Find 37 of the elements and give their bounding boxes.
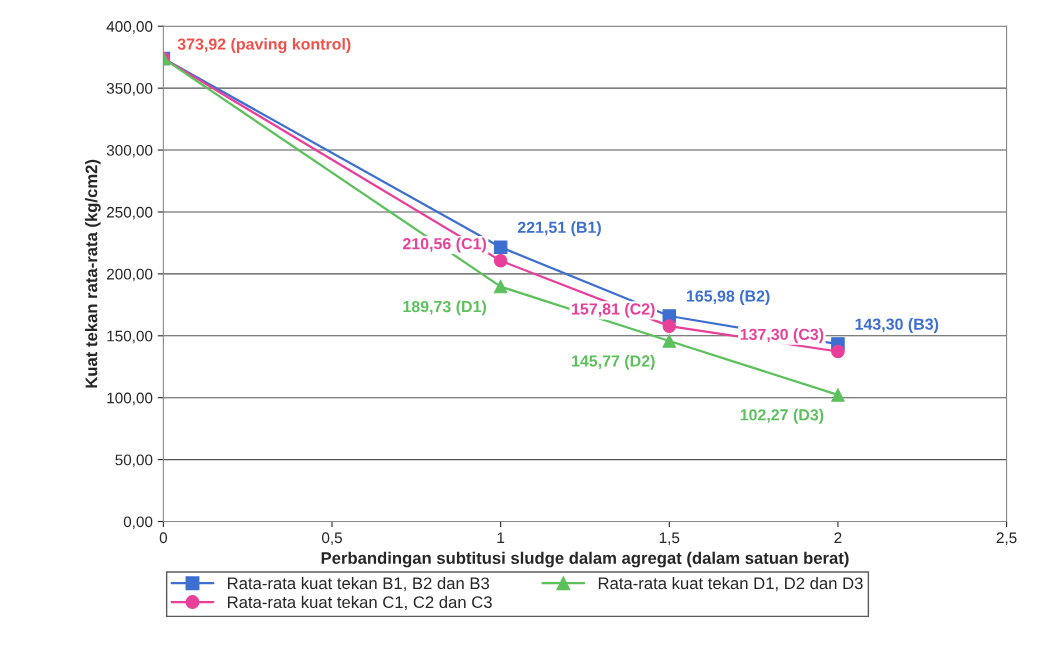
point: [662, 334, 677, 348]
y-axis-title: Kuat tekan rata-rata (kg/cm2): [85, 159, 101, 388]
y-tick-label: 250,00: [107, 206, 153, 220]
annotation: 210,56 (C1): [402, 237, 486, 253]
annotation: 373,92 (paving kontrol): [177, 38, 351, 53]
x-tick-label: 2: [834, 532, 842, 544]
annotation: 102,27 (D3): [740, 408, 824, 424]
y-tick-label: 300,00: [106, 144, 153, 158]
point: [493, 254, 508, 268]
annotation: 189,73 (D1): [403, 300, 486, 316]
x-tick-label: 0,5: [321, 532, 342, 545]
y-tick-label: 350,00: [106, 83, 153, 96]
legend-label: Rata-rata kuat tekan D1, D2 dan D3: [598, 576, 863, 592]
y-tick-label: 150,00: [107, 330, 153, 344]
annotation: 145,77 (D2): [572, 354, 655, 370]
y-tick-label: 200,00: [107, 268, 153, 282]
annotation: 137,30 (C3): [740, 328, 824, 344]
y-tick-label: 400,00: [106, 21, 153, 34]
y-tick-label: 0,00: [123, 516, 153, 530]
annotation: 143,30 (B3): [855, 318, 939, 333]
point: [662, 319, 677, 333]
annotation: 157,81 (C2): [572, 302, 655, 318]
point: [831, 388, 845, 402]
y-tick-label: 100,00: [107, 392, 153, 406]
x-tick-label: 2,5: [996, 532, 1017, 545]
x-axis-title: Perbandingan subtitusi sludge dalam agregat (dalam satuan berat): [321, 551, 849, 568]
point: [493, 240, 508, 255]
point: [831, 344, 845, 359]
annotation: 221,51 (B1): [517, 221, 601, 237]
point: [493, 279, 508, 294]
x-tick-label: 1,5: [659, 532, 680, 545]
legend-label: Rata-rata kuat tekan C1, C2 dan C3: [228, 595, 492, 611]
legend-label: Rata-rata kuat tekan B1, B2 dan B3: [228, 576, 490, 592]
annotation: 165,98 (B2): [686, 290, 770, 305]
x-tick-label: 1: [497, 532, 505, 544]
x-tick-label: 0: [159, 532, 168, 544]
y-tick-label: 50,00: [115, 454, 153, 468]
